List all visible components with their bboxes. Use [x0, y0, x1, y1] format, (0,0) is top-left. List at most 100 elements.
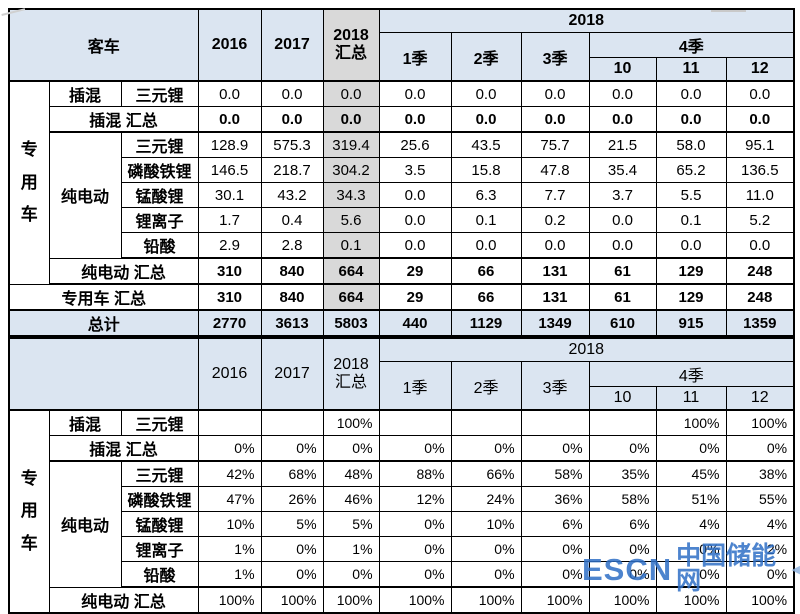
table-row: 磷酸铁锂 47% 26% 46% 12% 24% 36% 58% 51% 55%: [9, 486, 795, 512]
value-cell: 66: [450, 283, 522, 311]
value-cell: 5%: [260, 511, 324, 537]
value-cell: 55%: [725, 486, 795, 512]
value-cell: 0.0: [322, 106, 380, 133]
value-cell: 0.0: [322, 80, 380, 107]
value-cell: 100%: [725, 409, 795, 436]
value-cell: 66%: [450, 460, 522, 487]
row-label-cell: 三元锂: [120, 131, 199, 158]
table-row: 纯电动 三元锂 128.9 575.3 319.4 25.6 43.5 75.7 21.5 58.…: [9, 131, 795, 259]
value-cell: 2770: [197, 309, 262, 337]
row-label-cell: 磷酸铁锂: [120, 157, 199, 183]
value-cell: 100%: [197, 586, 262, 614]
value-cell: 95.1: [725, 131, 795, 158]
table-row: 专用车 汇总 310 840 664 29 66 131 61 129 248: [8, 283, 795, 311]
value-cell: 0.0: [520, 232, 590, 259]
value-cell: 0%: [378, 511, 452, 537]
table-row: 铅酸 1% 0% 0% 0% 0% 0% 0% 0% 0%: [9, 561, 795, 588]
value-cell: 65.2: [655, 157, 727, 183]
value-cell: 5803: [322, 309, 380, 337]
value-cell: 6.3: [450, 182, 522, 208]
value-cell: 0.0: [260, 106, 324, 133]
row-label-cell: 锂离子: [120, 207, 199, 233]
value-cell: 6%: [520, 511, 590, 537]
value-cell: 0.0: [450, 80, 522, 107]
value-cell: 100%: [322, 409, 380, 436]
capacity-table-body: 专 用 车插混 三元锂 0.0 0.0 0.0 0.0 0.0 0.0 0.0 0.0 0.0 插混 …: [8, 80, 795, 337]
value-cell: 58%: [520, 460, 590, 487]
table-row: 纯电动 三元锂 42% 68% 48% 88% 66% 58% 35% 45% 38%: [9, 460, 795, 588]
corner-label: 客车: [8, 8, 199, 82]
value-cell: 0%: [450, 435, 522, 462]
share-table-header: 2016 2017 2018 汇总 2018 1季 2季 3季 4季 10 11…: [8, 337, 795, 411]
col-header-2018-total: 2018 汇总: [322, 8, 380, 82]
table-row: 专 用 车插混 三元锂 0.0 0.0 0.0 0.0 0.0 0.0 0.0 0.0 0.0: [8, 80, 795, 285]
value-cell: 310: [197, 257, 262, 285]
value-cell: 0.0: [725, 232, 795, 259]
share-table: 2016 2017 2018 汇总 2018 1季 2季 3季 4季 10 11…: [8, 337, 796, 614]
value-cell: 248: [725, 283, 795, 311]
value-cell: 2%: [725, 536, 795, 562]
value-cell: 68%: [260, 460, 324, 487]
row-label-cell: 专 用 车: [8, 80, 50, 285]
value-cell: 131: [520, 257, 590, 285]
col-header-q4: 4季: [588, 361, 795, 387]
value-cell: 0%: [378, 435, 452, 462]
col-header-2018-span: 2018: [378, 337, 795, 362]
value-cell: 6%: [588, 511, 657, 537]
value-cell: 0.0: [450, 106, 522, 133]
value-cell: 218.7: [260, 157, 324, 183]
table-row: 铅酸 2.9 2.8 0.1 0.0 0.0 0.0 0.0 0.0 0.0: [9, 232, 795, 259]
value-cell: 1.7: [197, 207, 262, 233]
value-cell: 35.4: [588, 157, 657, 183]
value-cell: 100%: [260, 586, 324, 614]
table-row: 锂离子 1.7 0.4 5.6 0.0 0.1 0.2 0.0 0.1 5.2: [9, 207, 795, 233]
value-cell: 0.1: [322, 232, 380, 259]
col-header-q2: 2季: [450, 361, 522, 411]
value-cell: 1359: [725, 309, 795, 337]
value-cell: 319.4: [322, 131, 380, 158]
value-cell: 0%: [588, 435, 657, 462]
value-cell: 7.7: [520, 182, 590, 208]
value-cell: 29: [378, 283, 452, 311]
row-label-cell: 纯电动: [48, 131, 122, 259]
row-label-cell: 纯电动 汇总: [48, 257, 199, 285]
value-cell: 1129: [450, 309, 522, 337]
table-row: 专 用 车插混 三元锂 100% 100% 100%: [8, 409, 795, 614]
value-cell: 35%: [588, 460, 657, 487]
col-header-2017: 2017: [260, 8, 324, 82]
value-cell: 0.0: [655, 80, 727, 107]
table-row: 插混 汇总 0.0 0.0 0.0 0.0 0.0 0.0 0.0 0.0 0.0: [9, 106, 795, 133]
value-cell: 0.0: [378, 232, 452, 259]
col-header-dec: 12: [725, 57, 795, 82]
value-cell: 11.0: [725, 182, 795, 208]
col-header-2018-span: 2018: [378, 8, 795, 33]
value-cell: 88%: [378, 460, 452, 487]
value-cell: 136.5: [725, 157, 795, 183]
value-cell: 0.0: [378, 207, 452, 233]
value-cell: 100%: [322, 586, 380, 614]
row-label-cell: 纯电动: [48, 460, 122, 588]
value-cell: 47.8: [520, 157, 590, 183]
value-cell: 100%: [588, 586, 657, 614]
value-cell: 0.0: [588, 106, 657, 133]
value-cell: 38%: [725, 460, 795, 487]
value-cell: [378, 409, 452, 436]
table-row: 纯电动 汇总 310 840 664 29 66 131 61 129 248: [9, 257, 795, 285]
row-label-cell: 纯电动 汇总: [48, 586, 199, 614]
value-cell: 0%: [450, 561, 522, 588]
col-header-q1: 1季: [378, 32, 452, 82]
value-cell: 0%: [260, 435, 324, 462]
col-header-2016: 2016: [197, 337, 262, 411]
value-cell: 146.5: [197, 157, 262, 183]
capacity-table: 客车 2016 2017 2018 汇总 2018 1季 2季 3季 4季 10…: [8, 8, 796, 337]
col-header-2016: 2016: [197, 8, 262, 82]
value-cell: 0.0: [378, 106, 452, 133]
row-label-cell: 三元锂: [120, 460, 199, 487]
value-cell: 0%: [378, 536, 452, 562]
row-label-cell: 三元锂: [120, 80, 199, 107]
value-cell: 0%: [725, 435, 795, 462]
value-cell: 10%: [450, 511, 522, 537]
value-cell: 0.0: [588, 207, 657, 233]
value-cell: 0%: [655, 561, 727, 588]
value-cell: 915: [655, 309, 727, 337]
